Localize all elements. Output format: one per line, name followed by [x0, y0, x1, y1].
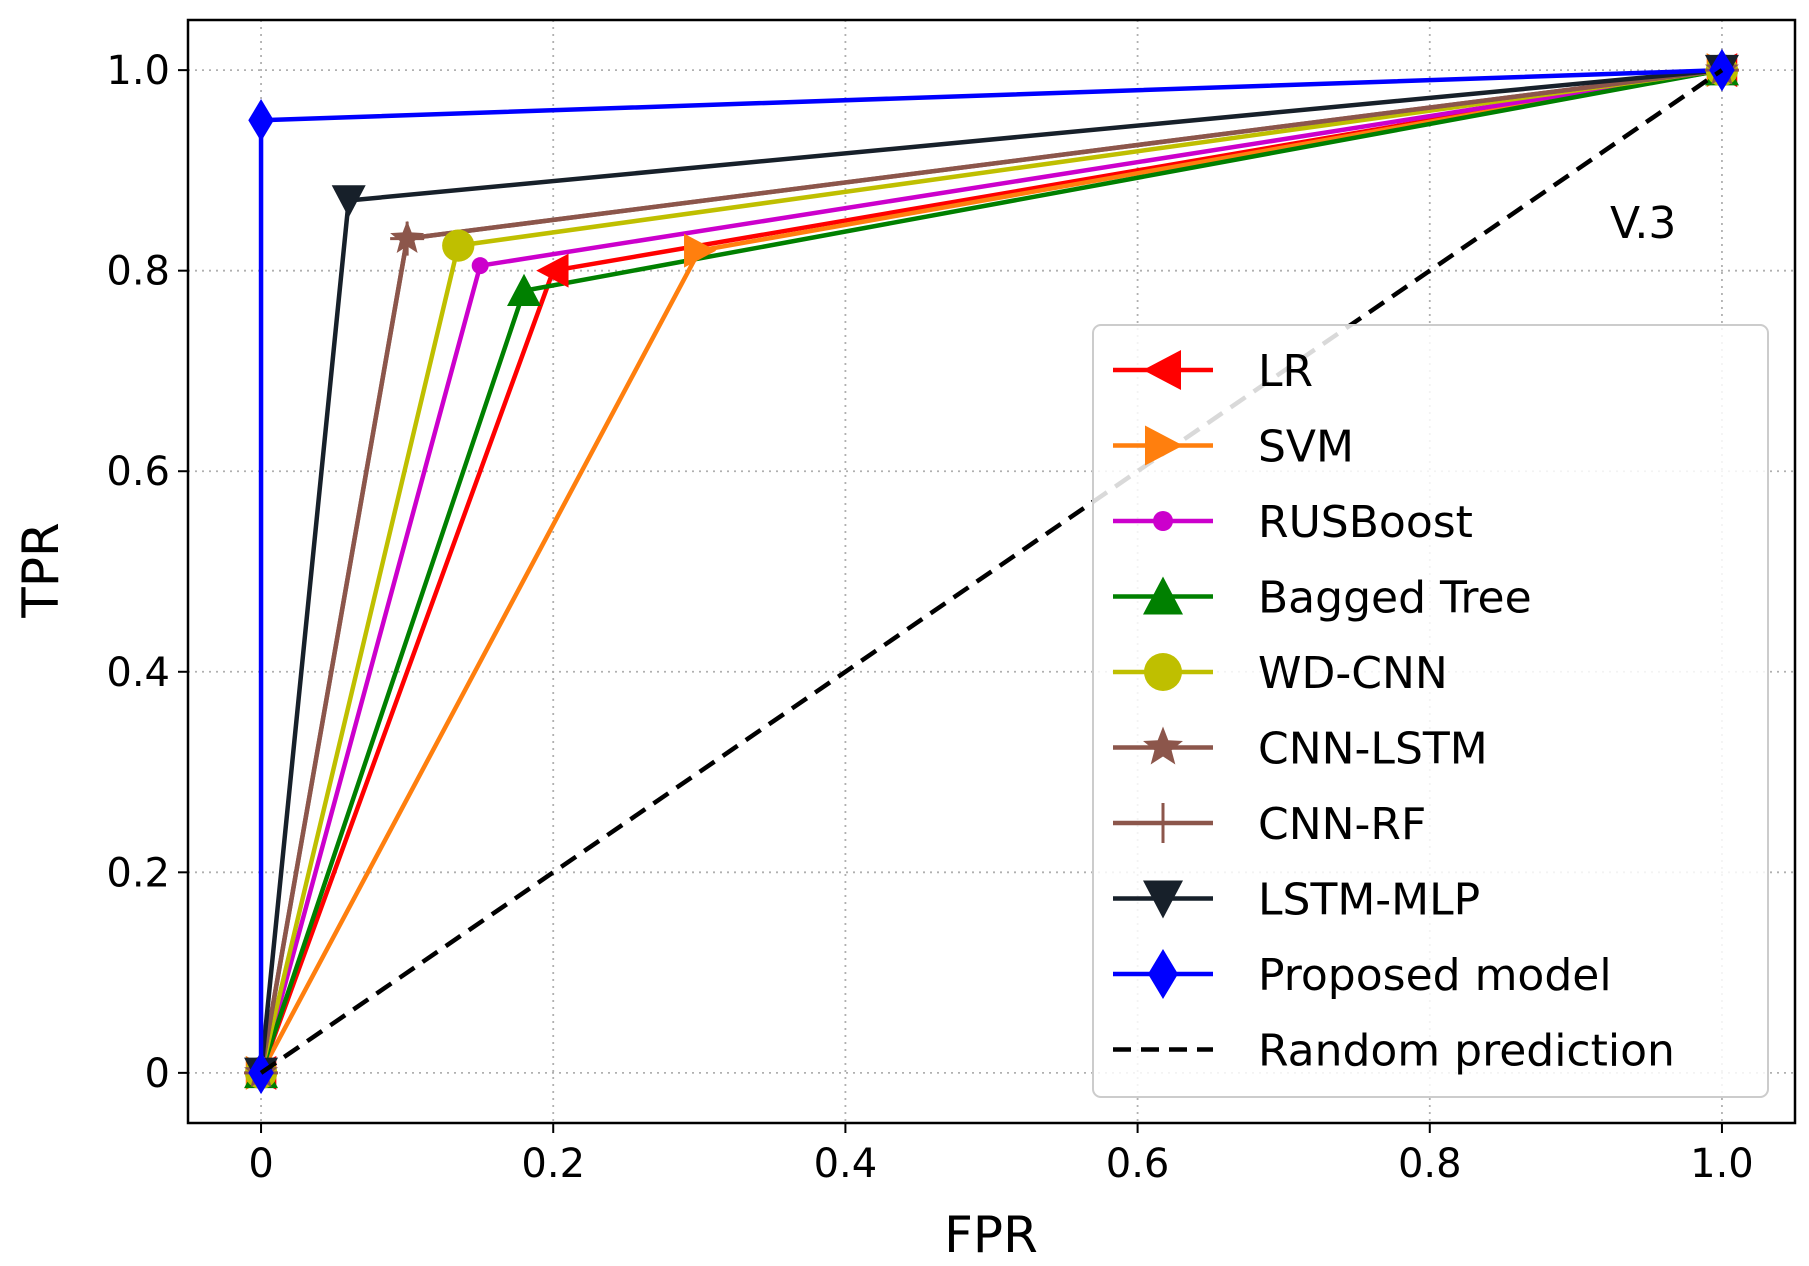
plot-frame	[186, 18, 1797, 1125]
legend-frame	[1092, 324, 1769, 1098]
legend-item-cnn-rf: CNN-RF	[1113, 799, 1426, 850]
marker-lstm-mlp-1	[331, 185, 366, 218]
legend-label: Proposed model	[1258, 950, 1612, 1001]
legend-label: Bagged Tree	[1258, 573, 1532, 624]
y-tick-label: 0.4	[106, 650, 170, 696]
legend-items: LR SVM RUSBoost Bagged Tree WD-CNN CNN-LSTM CN…	[1113, 346, 1675, 1077]
series-line-random-prediction	[259, 68, 1724, 1075]
legend-label: CNN-RF	[1258, 799, 1426, 850]
x-tick-label: 0	[248, 1141, 273, 1187]
x-tick-label: 0.6	[1106, 1141, 1170, 1187]
legend-label: LSTM-MLP	[1258, 875, 1480, 926]
marker-cnn-rf-1	[390, 221, 425, 256]
legend-label: SVM	[1258, 422, 1354, 473]
y-axis-ticks: 0 0.2 0.4 0.6 0.8 1.0	[106, 48, 188, 1097]
legend-swatch-marker	[1143, 880, 1183, 919]
marker-bagged-tree-1	[507, 273, 542, 307]
x-tick-label: 0.8	[1398, 1141, 1462, 1187]
series-markers	[244, 48, 1739, 1095]
marker-rusboost-1	[471, 257, 489, 275]
legend-label: CNN-LSTM	[1258, 724, 1488, 775]
y-tick-label: 0.6	[106, 449, 170, 495]
legend-swatch-marker	[1143, 803, 1183, 843]
x-axis-ticks: 0 0.2 0.4 0.6 0.8 1.0	[248, 1123, 1754, 1187]
legend-item-lr: LR	[1113, 346, 1313, 397]
marker-svm-1	[684, 233, 717, 268]
legend: LR SVM RUSBoost Bagged Tree WD-CNN CNN-LSTM CN…	[1092, 324, 1769, 1098]
legend-swatch-marker	[1143, 576, 1183, 615]
legend-label: RUSBoost	[1258, 497, 1473, 548]
y-tick-label: 1.0	[106, 48, 170, 94]
y-tick-label: 0	[145, 1051, 170, 1097]
legend-item-lstm-mlp: LSTM-MLP	[1113, 875, 1480, 926]
x-axis-label: FPR	[944, 1206, 1038, 1264]
legend-label: WD-CNN	[1258, 648, 1448, 699]
legend-swatch-marker	[1143, 350, 1181, 390]
legend-swatch-marker	[1148, 949, 1178, 999]
legend-swatch-marker	[1144, 653, 1182, 691]
marker-lr-1	[536, 253, 569, 288]
legend-item-bagged-tree: Bagged Tree	[1113, 573, 1532, 624]
legend-item-svm: SVM	[1113, 422, 1354, 473]
legend-item-random-prediction: Random prediction	[1113, 1026, 1675, 1077]
x-tick-label: 1.0	[1690, 1141, 1754, 1187]
x-tick-label: 0.2	[521, 1141, 585, 1187]
legend-label: LR	[1258, 346, 1313, 397]
marker-wd-cnn-1	[442, 229, 475, 262]
legend-item-wd-cnn: WD-CNN	[1113, 648, 1448, 699]
legend-label: Random prediction	[1258, 1026, 1675, 1077]
panel-annotation: V.3	[1610, 198, 1676, 249]
legend-swatch-marker	[1143, 726, 1183, 765]
legend-swatch-marker	[1153, 511, 1173, 531]
legend-item-rusboost: RUSBoost	[1113, 497, 1473, 548]
legend-item-proposed-model: Proposed model	[1113, 949, 1612, 1001]
marker-proposed-model-1	[248, 99, 274, 142]
legend-item-cnn-lstm: CNN-LSTM	[1113, 724, 1488, 775]
y-tick-label: 0.8	[106, 249, 170, 295]
legend-swatch-marker	[1145, 425, 1183, 466]
y-tick-label: 0.2	[106, 850, 170, 896]
x-tick-label: 0.4	[814, 1141, 878, 1187]
y-axis-label: TPR	[12, 522, 70, 618]
